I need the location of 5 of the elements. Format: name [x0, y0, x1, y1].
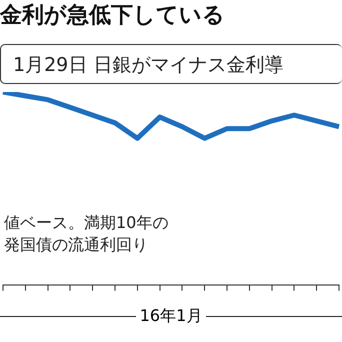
chart-title: 金利が急低下している — [0, 2, 225, 30]
x-axis-title: 16年1月 — [138, 306, 204, 327]
text: 1月29日 日銀がマイナス金利導 — [0, 44, 342, 84]
annotation: 発国債の流通利回り — [4, 234, 148, 256]
annotation: 値ベース。満期10年の — [4, 212, 168, 234]
